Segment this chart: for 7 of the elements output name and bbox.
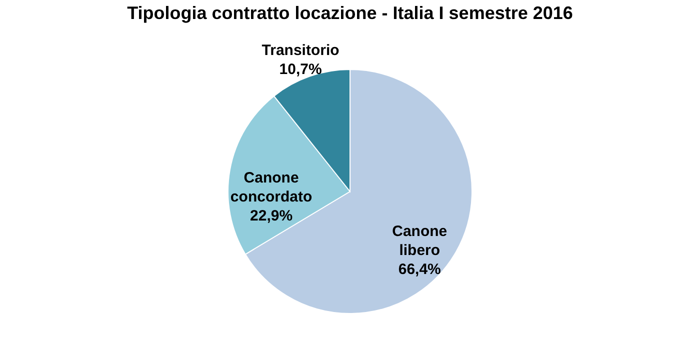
slice-label: Canone concordato: [230, 169, 312, 206]
slice-label: Transitorio: [262, 42, 340, 59]
chart-title: Tipologia contratto locazione - Italia I semestre 2016: [127, 3, 573, 23]
data-label: 10,7%: [279, 60, 322, 78]
slice-label: Canone libero: [392, 222, 448, 259]
data-label: 22,9%: [250, 207, 293, 224]
data-label: 66,4%: [398, 260, 441, 278]
